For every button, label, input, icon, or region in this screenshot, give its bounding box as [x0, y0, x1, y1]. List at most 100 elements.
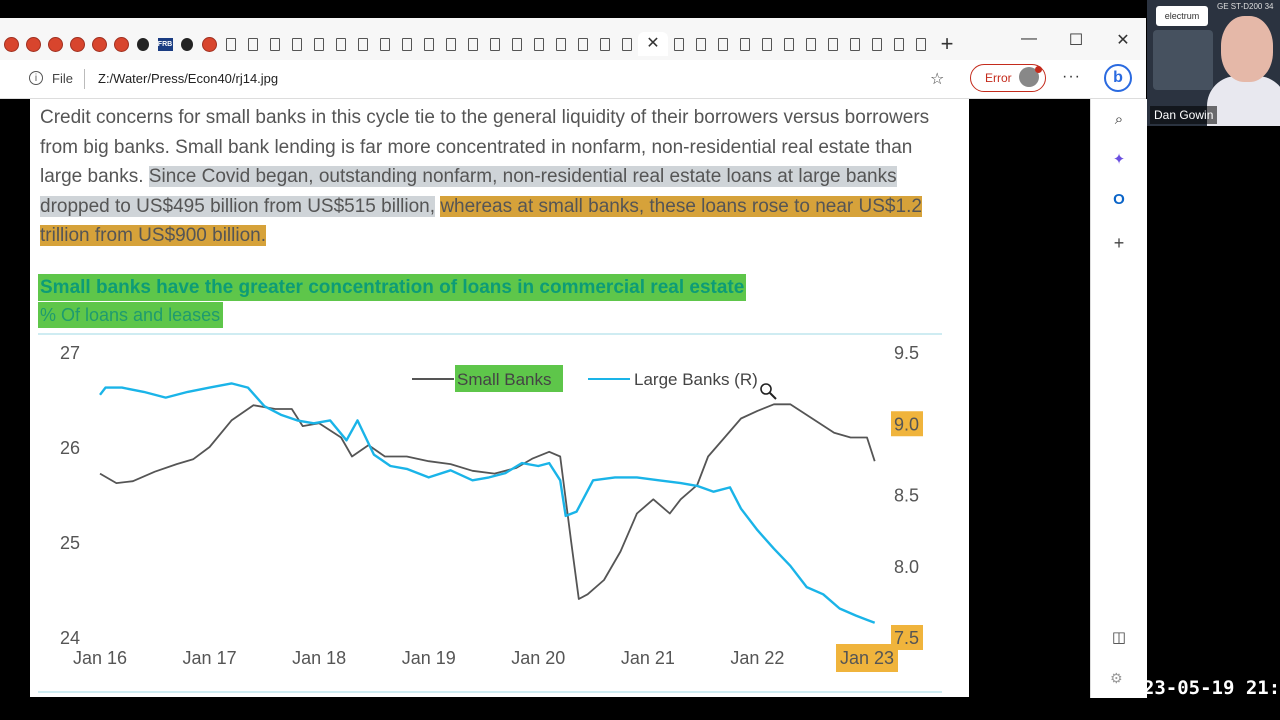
- browser-tab[interactable]: [800, 32, 822, 56]
- browser-tab[interactable]: [616, 32, 638, 56]
- site-favicon-icon: [69, 36, 85, 52]
- frb-favicon-icon: FRB: [157, 37, 173, 51]
- browser-tab[interactable]: [690, 32, 712, 56]
- browser-tab[interactable]: [756, 32, 778, 56]
- browser-tab[interactable]: [484, 32, 506, 56]
- browser-tab[interactable]: [22, 32, 44, 56]
- site-favicon-icon: [25, 36, 41, 52]
- site-favicon-icon: [91, 36, 107, 52]
- error-label: Error: [985, 71, 1012, 85]
- presenter-face: [1221, 16, 1273, 82]
- browser-tab[interactable]: [866, 32, 888, 56]
- browser-tab[interactable]: [66, 32, 88, 56]
- address-separator: [84, 69, 85, 89]
- document-icon: [226, 37, 236, 51]
- y-left-tick-label: 27: [60, 343, 80, 363]
- browser-tab[interactable]: [308, 32, 330, 56]
- browser-tab[interactable]: [572, 32, 594, 56]
- more-menu-button[interactable]: ···: [1062, 68, 1081, 85]
- browser-tab[interactable]: [418, 32, 440, 56]
- browser-tab[interactable]: [888, 32, 910, 56]
- active-tab[interactable]: ✕: [638, 32, 668, 56]
- browser-tab[interactable]: [734, 32, 756, 56]
- y-right-tick-label: 7.5: [894, 628, 919, 648]
- browser-tab[interactable]: [910, 32, 932, 56]
- info-icon[interactable]: i: [29, 71, 43, 85]
- browser-tab[interactable]: [396, 32, 418, 56]
- browser-tab-bar: FRB ✕ + — ☐ ✕: [0, 0, 1146, 60]
- tick-highlight: [836, 644, 898, 672]
- y-right-tick-label: 9.5: [894, 343, 919, 363]
- error-dot-icon: [1035, 66, 1042, 73]
- browser-tab[interactable]: FRB: [154, 32, 176, 56]
- browser-tab[interactable]: [712, 32, 734, 56]
- copilot-icon[interactable]: ✦: [1112, 151, 1126, 168]
- browser-tab[interactable]: [242, 32, 264, 56]
- add-favorite-icon[interactable]: ☆: [930, 71, 945, 88]
- settings-icon[interactable]: ⚙: [1110, 670, 1123, 686]
- browser-tab[interactable]: [110, 32, 132, 56]
- search-icon[interactable]: ⌕: [1114, 111, 1124, 128]
- browser-tab[interactable]: [176, 32, 198, 56]
- profile-error-button[interactable]: Error: [970, 64, 1046, 92]
- browser-tab[interactable]: [462, 32, 484, 56]
- split-screen-icon[interactable]: ◫: [1111, 629, 1127, 646]
- address-bar: i File Z:/Water/Press/Econ40/rj14.jpg ☆ …: [0, 60, 1146, 99]
- new-tab-button[interactable]: +: [940, 31, 954, 56]
- electrum-logo: electrum: [1156, 6, 1208, 26]
- document-icon: [806, 37, 816, 51]
- recording-timestamp: 2023-05-19 21:: [1120, 677, 1280, 699]
- browser-tab[interactable]: [88, 32, 110, 56]
- browser-tab[interactable]: [330, 32, 352, 56]
- x-tick-label: Jan 20: [511, 648, 565, 668]
- y-right-tick-label: 8.0: [894, 557, 919, 577]
- browser-tab[interactable]: [220, 32, 242, 56]
- browser-tab[interactable]: [44, 32, 66, 56]
- document-icon: [534, 37, 544, 51]
- document-icon: [270, 37, 280, 51]
- close-window-button[interactable]: ✕: [1116, 32, 1130, 49]
- add-icon[interactable]: +: [1113, 233, 1125, 253]
- outlook-icon[interactable]: O: [1113, 191, 1125, 208]
- site-favicon-icon: [3, 36, 19, 52]
- browser-tab[interactable]: [286, 32, 308, 56]
- browser-tab[interactable]: [264, 32, 286, 56]
- minimize-button[interactable]: —: [1021, 30, 1037, 47]
- screen-top-strip: [0, 0, 1146, 18]
- dark-favicon-icon: [181, 37, 193, 51]
- viewer-area: Credit concerns for small banks in this …: [0, 99, 1090, 698]
- document-icon: [916, 37, 926, 51]
- browser-tab[interactable]: [198, 32, 220, 56]
- browser-tab[interactable]: [374, 32, 396, 56]
- browser-tab[interactable]: [844, 32, 866, 56]
- browser-tab[interactable]: [822, 32, 844, 56]
- browser-tab[interactable]: [0, 32, 22, 56]
- zoom-cursor-handle: [769, 392, 777, 400]
- document-icon: [872, 37, 882, 51]
- close-tab-icon[interactable]: ✕: [646, 35, 660, 52]
- browser-tab[interactable]: [132, 32, 154, 56]
- browser-tab[interactable]: [506, 32, 528, 56]
- browser-tab[interactable]: [352, 32, 374, 56]
- url-field[interactable]: Z:/Water/Press/Econ40/rj14.jpg: [98, 71, 279, 86]
- document-icon: [850, 37, 860, 51]
- browser-tab[interactable]: [550, 32, 572, 56]
- browser-tab[interactable]: [528, 32, 550, 56]
- browser-tab[interactable]: [778, 32, 800, 56]
- paragraph-plain-text: Credit concerns for small banks in this …: [40, 107, 930, 187]
- y-left-tick-label: 26: [60, 438, 80, 458]
- document-icon: [424, 37, 434, 51]
- x-tick-label: Jan 16: [73, 648, 127, 668]
- x-tick-label: Jan 17: [183, 648, 237, 668]
- browser-tab[interactable]: [594, 32, 616, 56]
- x-tick-label: Jan 21: [621, 648, 675, 668]
- document-icon: [358, 37, 368, 51]
- document-icon: [248, 37, 258, 51]
- maximize-button[interactable]: ☐: [1068, 32, 1084, 49]
- presenter-name: Dan Gowin: [1150, 106, 1218, 124]
- bing-copilot-icon[interactable]: b: [1104, 64, 1132, 92]
- browser-tab[interactable]: [668, 32, 690, 56]
- browser-sidebar: ⌕ ✦ O + ◫: [1090, 99, 1147, 698]
- line-chart: 27 26 25 24 9.5 9.0 8.5 8.0 7.5 Jan 16 Jan 17 Jan 1…: [38, 333, 942, 693]
- browser-tab[interactable]: [440, 32, 462, 56]
